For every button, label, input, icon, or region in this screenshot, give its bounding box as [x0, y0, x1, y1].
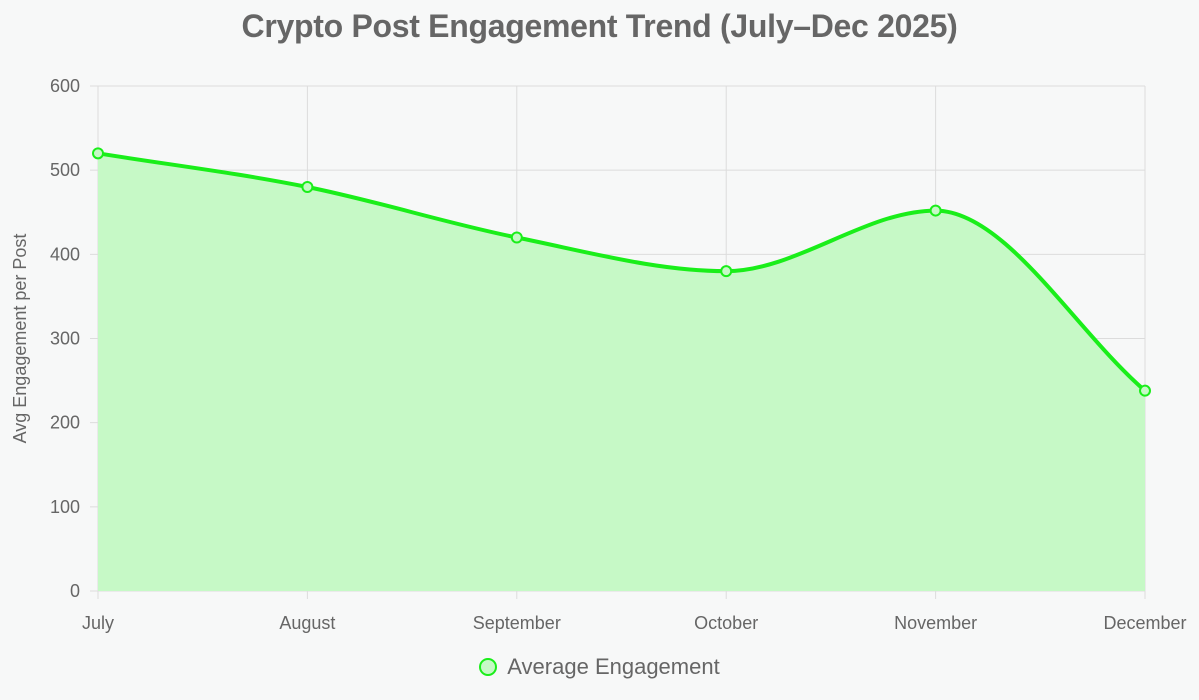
legend[interactable]: Average Engagement — [0, 654, 1199, 680]
series-line — [97, 151, 1147, 393]
data-point-october[interactable] — [720, 265, 733, 278]
y-tick-label: 600 — [50, 76, 80, 96]
y-tick-label: 500 — [50, 160, 80, 180]
x-tick-label: November — [894, 613, 977, 633]
y-axis-title: Avg Engagement per Post — [10, 234, 30, 444]
x-tick-label: July — [82, 613, 114, 633]
x-tick-label: September — [473, 613, 561, 633]
legend-swatch — [479, 658, 498, 676]
y-tick-label: 300 — [50, 329, 80, 349]
data-point-november[interactable] — [929, 204, 942, 217]
x-tick-label: December — [1103, 613, 1186, 633]
series-area-fill — [98, 153, 1145, 592]
data-points — [92, 147, 1151, 397]
y-tick-label: 100 — [50, 497, 80, 517]
y-tick-label: 400 — [50, 244, 80, 264]
y-tick-label: 200 — [50, 413, 80, 433]
y-axis-ticks: 0 100 200 300 400 500 600 — [50, 76, 80, 601]
y-tick-label: 0 — [70, 581, 80, 601]
chart-title: Crypto Post Engagement Trend (July–Dec 2… — [241, 8, 958, 44]
data-point-july[interactable] — [92, 147, 104, 160]
x-tick-label: August — [279, 613, 335, 633]
data-point-september[interactable] — [510, 231, 523, 244]
data-point-august[interactable] — [301, 181, 314, 193]
data-point-december[interactable] — [1139, 384, 1151, 397]
x-tick-label: October — [694, 613, 758, 633]
x-axis-ticks: July August September October November Decemb… — [82, 613, 1187, 633]
legend-label: Average Engagement — [507, 654, 720, 679]
